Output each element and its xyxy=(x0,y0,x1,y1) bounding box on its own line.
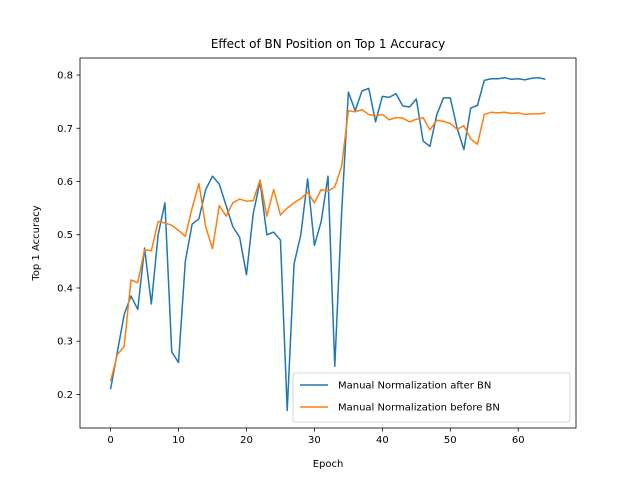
y-tick-label: 0.5 xyxy=(57,230,73,241)
x-axis: 0 10 20 30 40 50 60 xyxy=(107,428,525,446)
x-tick-label: 60 xyxy=(512,435,525,446)
x-tick-label: 40 xyxy=(376,435,389,446)
x-tick-label: 50 xyxy=(444,435,457,446)
x-axis-label: Epoch xyxy=(313,459,344,470)
x-tick-label: 30 xyxy=(308,435,321,446)
legend-label-2: Manual Normalization before BN xyxy=(338,403,500,414)
y-tick-label: 0.6 xyxy=(57,177,73,188)
x-tick-label: 10 xyxy=(172,435,185,446)
plot-area xyxy=(79,57,577,429)
y-axis-label: Top 1 Accuracy xyxy=(31,205,42,281)
x-tick-label: 20 xyxy=(240,435,253,446)
series-line-1 xyxy=(109,76,546,412)
legend-label-1: Manual Normalization after BN xyxy=(338,381,491,392)
y-tick-label: 0.8 xyxy=(57,71,73,82)
y-tick-label: 0.4 xyxy=(57,283,73,294)
series-line-2 xyxy=(109,108,546,382)
y-tick-label: 0.7 xyxy=(57,124,73,135)
x-tick-label: 0 xyxy=(107,435,113,446)
y-tick-label: 0.3 xyxy=(57,337,73,348)
series-layer xyxy=(109,76,546,412)
legend-box xyxy=(292,372,571,423)
y-tick-label: 0.2 xyxy=(57,390,73,401)
y-axis: 0.2 0.3 0.4 0.5 0.6 0.7 0.8 xyxy=(57,71,80,401)
chart-title: Effect of BN Position on Top 1 Accuracy xyxy=(211,37,445,51)
legend: Manual Normalization after BN Manual Norm… xyxy=(292,372,571,423)
axes-frame xyxy=(79,57,577,429)
